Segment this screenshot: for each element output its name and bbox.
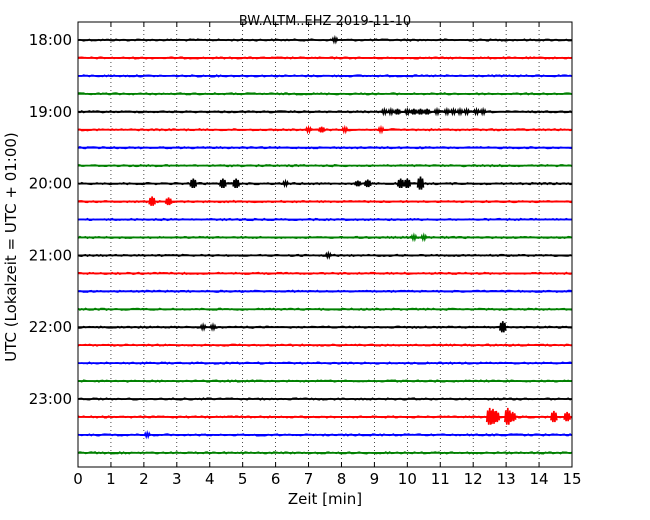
event-spike xyxy=(331,34,339,45)
event-spike xyxy=(489,408,497,424)
x-tick-label: 6 xyxy=(271,470,281,488)
event-spike xyxy=(416,176,425,190)
seismo-trace xyxy=(77,92,573,96)
event-spike xyxy=(219,178,227,189)
event-spike xyxy=(324,250,333,260)
event-spike xyxy=(380,106,389,117)
event-spike xyxy=(485,407,494,425)
seismo-trace xyxy=(77,271,573,276)
x-tick-label: 15 xyxy=(562,470,581,488)
event-spike xyxy=(472,106,481,117)
y-tick-label: 21:00 xyxy=(29,246,72,264)
event-spike xyxy=(403,106,412,117)
seismo-trace xyxy=(77,163,573,168)
seismo-trace xyxy=(77,106,573,117)
y-tick-label: 23:00 xyxy=(29,390,72,408)
event-spike xyxy=(449,106,458,117)
x-tick-label: 1 xyxy=(106,470,116,488)
event-spike xyxy=(410,108,418,115)
event-spike xyxy=(563,411,571,422)
seismo-trace xyxy=(77,217,573,222)
event-spike xyxy=(433,106,441,117)
seismo-trace xyxy=(77,321,573,333)
event-spike xyxy=(410,232,418,243)
seismo-trace xyxy=(77,397,573,401)
x-tick-label: 5 xyxy=(238,470,248,488)
traces-layer xyxy=(77,34,573,455)
x-tick-label: 11 xyxy=(431,470,450,488)
y-tick-label: 18:00 xyxy=(29,31,72,49)
seismo-trace xyxy=(77,361,573,365)
event-spike xyxy=(387,106,395,117)
plot-frame xyxy=(77,21,573,468)
event-spike xyxy=(396,178,405,189)
event-spike xyxy=(403,178,412,189)
event-spike xyxy=(199,322,207,332)
event-spike xyxy=(462,106,471,117)
x-tick-label: 9 xyxy=(370,470,380,488)
event-spike xyxy=(164,197,173,206)
event-spike xyxy=(304,124,313,135)
event-spike xyxy=(281,178,290,189)
event-spike xyxy=(423,108,431,115)
event-spike xyxy=(504,407,512,425)
y-tick-label: 22:00 xyxy=(29,318,72,336)
seismo-trace xyxy=(77,407,573,425)
x-tick-label: 3 xyxy=(172,470,182,488)
seismo-trace xyxy=(77,289,573,294)
y-tick-label: 20:00 xyxy=(29,175,72,193)
event-spike xyxy=(317,126,326,133)
event-spike xyxy=(550,410,558,423)
seismo-trace xyxy=(77,196,573,206)
x-tick-label: 7 xyxy=(304,470,314,488)
seismo-trace xyxy=(77,307,573,311)
seismo-trace xyxy=(77,176,573,190)
seismo-trace xyxy=(77,124,573,135)
event-spike xyxy=(479,106,487,117)
x-tick-label: 12 xyxy=(464,470,483,488)
event-spike xyxy=(508,411,517,422)
event-spike xyxy=(209,322,217,332)
axes-layer: 0 1 2 3 4 5 6 7 8 9 10 11 12 13 14 1518:0019:0020:0021:… xyxy=(29,21,582,488)
x-tick-label: 2 xyxy=(139,470,149,488)
event-spike xyxy=(420,232,428,243)
event-spike xyxy=(232,178,240,189)
event-spike xyxy=(143,429,151,440)
seismo-trace xyxy=(77,379,573,383)
x-tick-label: 8 xyxy=(337,470,347,488)
seismo-trace xyxy=(77,145,573,150)
seismo-trace xyxy=(77,343,573,347)
seismo-trace xyxy=(77,250,573,260)
seismo-trace xyxy=(77,34,573,45)
event-spike xyxy=(354,180,362,187)
x-axis-label: Zeit [min] xyxy=(288,490,362,508)
x-tick-label: 10 xyxy=(398,470,417,488)
y-axis-label: UTC (Lokalzeit = UTC + 01:00) xyxy=(2,132,20,362)
event-spike xyxy=(364,179,372,188)
event-spike xyxy=(341,124,349,135)
event-spike xyxy=(499,321,507,333)
seismo-trace xyxy=(77,56,573,60)
grid-layer xyxy=(110,22,540,467)
event-spike xyxy=(492,410,501,423)
seismo-trace xyxy=(77,429,573,440)
event-spike xyxy=(377,124,385,135)
seismo-trace xyxy=(77,451,573,455)
x-tick-label: 4 xyxy=(205,470,215,488)
event-spike xyxy=(416,108,425,115)
event-spike xyxy=(189,178,198,189)
x-tick-label: 0 xyxy=(73,470,83,488)
event-spike xyxy=(393,108,402,115)
seismo-trace xyxy=(77,74,573,78)
seismo-trace xyxy=(77,232,573,243)
event-spike xyxy=(456,106,464,117)
x-tick-label: 13 xyxy=(497,470,516,488)
x-tick-label: 14 xyxy=(530,470,549,488)
event-spike xyxy=(148,196,156,206)
y-tick-label: 19:00 xyxy=(29,103,72,121)
event-spike xyxy=(443,106,451,117)
